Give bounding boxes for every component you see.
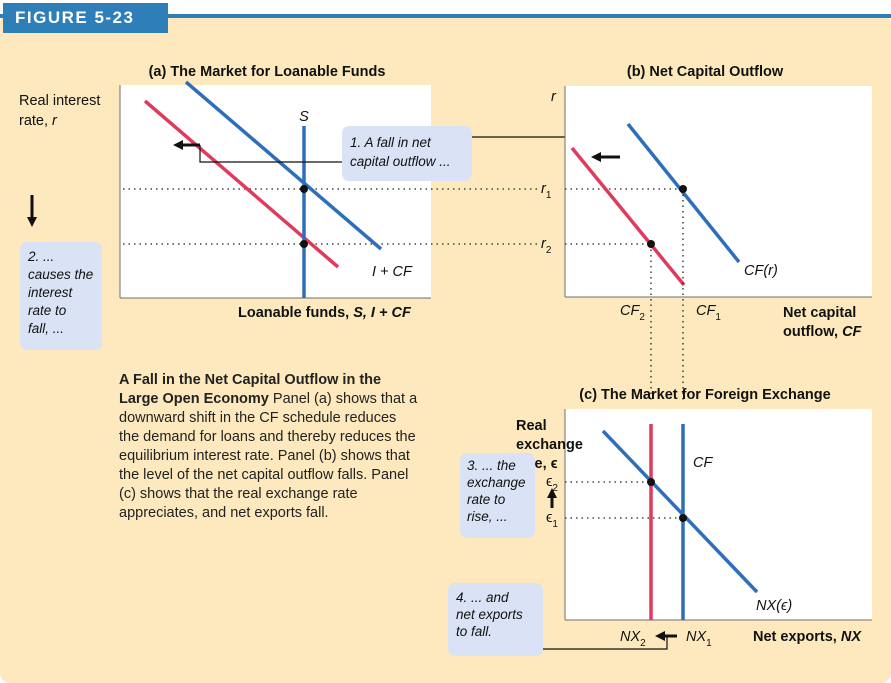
cf-new-curve <box>570 146 686 287</box>
note1-line2: capital outflow ... <box>350 154 451 169</box>
panel-a-ylabel-line1: Real interest <box>19 93 100 109</box>
nx-curve <box>601 429 759 594</box>
panel-a-ylabel-line2: rate, r <box>19 113 58 129</box>
panel-a-old-equilibrium-point <box>300 185 308 193</box>
panel-b-xlabel-line1: Net capital <box>783 305 856 321</box>
note3-box <box>460 453 535 538</box>
note2-line3: interest <box>28 285 74 300</box>
caption-body: Panel (a) shows that a downward shift in… <box>119 391 418 521</box>
panel-b-ylabel: r <box>551 89 557 105</box>
panel-c-point-2 <box>647 478 655 486</box>
note4-connector <box>543 637 668 650</box>
note4-line1: 4. ... and <box>456 590 509 605</box>
note2-line1: 2. ... <box>27 249 54 264</box>
r2-label: r2 <box>541 236 552 256</box>
note1-box <box>342 126 472 181</box>
nx2-label: NX2 <box>620 629 646 649</box>
panel-c-ylabel-line1: Real <box>516 418 547 434</box>
note2-line2: causes the <box>28 267 93 282</box>
note3-line2: exchange <box>467 475 526 490</box>
panel-a-new-demand-curve <box>143 99 340 269</box>
caption-title: A Fall in the Net Capital Outflow in the… <box>119 372 382 407</box>
demand-curve-label: I + CF <box>372 264 413 280</box>
panel-c-title: (c) The Market for Foreign Exchange <box>579 387 830 403</box>
note4-line2: net exports <box>456 607 523 622</box>
panel-b-title: (b) Net Capital Outflow <box>627 64 784 80</box>
figure-caption: A Fall in the Net Capital Outflow in the… <box>119 371 419 523</box>
note4-line3: to fall. <box>456 624 492 639</box>
note1-connector-left <box>199 145 342 163</box>
nx-curve-label: NX(ϵ) <box>756 598 792 614</box>
note2-line4: rate to <box>28 303 67 318</box>
cf-old-curve <box>626 122 741 264</box>
figure-top-rule <box>0 14 891 18</box>
panel-c-xlabel: Net exports, NX <box>753 629 862 645</box>
panel-a-plot-area <box>120 85 431 298</box>
panel-c-cf-label: CF <box>693 455 713 471</box>
panel-a-title: (a) The Market for Loanable Funds <box>149 64 386 80</box>
panel-c-ylabel-line2: exchange <box>516 437 583 453</box>
note3-text: 3. ... the exchange rate to rise, ... <box>467 458 526 524</box>
cf-curve-label: CF(r) <box>744 263 778 279</box>
cf1-label: CF1 <box>696 303 721 323</box>
r1-label: r1 <box>541 181 552 201</box>
cf2-label: CF2 <box>620 303 645 323</box>
panel-b-plot-area <box>565 86 872 297</box>
note3-line4: rise, ... <box>467 509 508 524</box>
note4-box <box>448 583 543 656</box>
panel-b-xlabel-line2: outflow, CF <box>783 324 863 340</box>
nx1-label: NX1 <box>686 629 712 649</box>
figure-label: FIGURE 5-23 <box>3 3 168 33</box>
note4-text: 4. ... and net exports to fall. <box>456 590 523 639</box>
note2-box <box>20 242 102 350</box>
e1-label: ϵ1 <box>546 510 558 530</box>
supply-curve-label: S <box>299 109 309 125</box>
note3-line1: 3. ... the <box>467 458 516 473</box>
panel-c-point-1 <box>679 514 687 522</box>
note2-text: 2. ... causes the interest rate to fall,… <box>27 249 93 336</box>
note3-line3: rate to <box>467 492 506 507</box>
panel-a-new-equilibrium-point <box>300 240 308 248</box>
panel-a-old-demand-curve <box>184 80 383 251</box>
note1-line1: 1. A fall in net <box>350 135 432 150</box>
panel-a-xlabel: Loanable funds, S, I + CF <box>238 305 412 321</box>
note2-line5: fall, ... <box>28 321 64 336</box>
